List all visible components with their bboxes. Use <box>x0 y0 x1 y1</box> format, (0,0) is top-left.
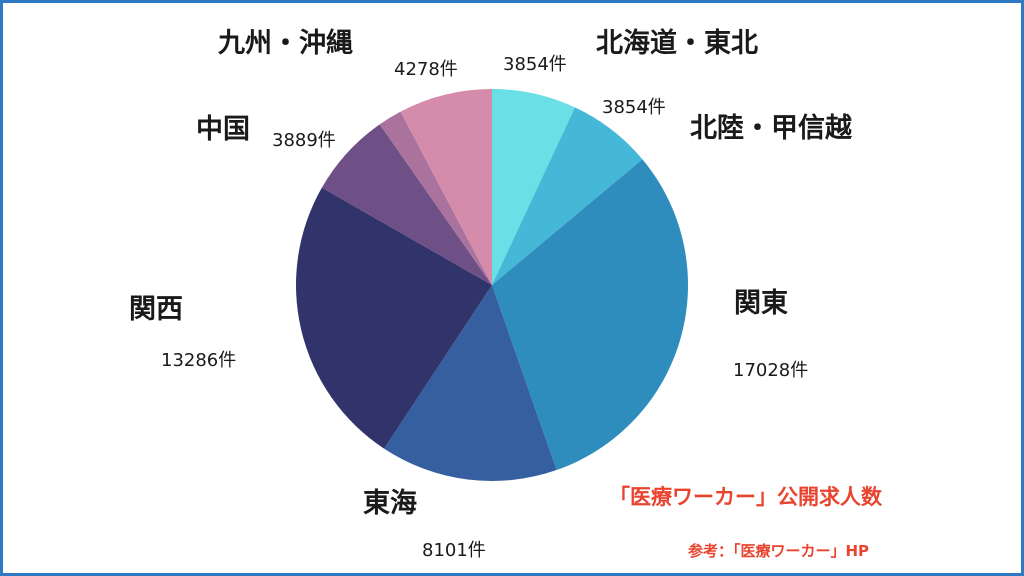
pie-slices <box>296 89 688 481</box>
region-label-hokkaido-tohoku: 北海道・東北 <box>596 27 758 59</box>
count-label-kanto: 17028件 <box>733 360 808 381</box>
count-label-hokuriku-koshinetsu: 3854件 <box>602 97 666 118</box>
region-label-chugoku: 中国 <box>196 114 250 145</box>
count-label-kansai: 13286件 <box>161 350 236 371</box>
region-label-kyushu-okinawa: 九州・沖縄 <box>218 28 353 59</box>
region-label-kanto: 関東 <box>734 288 788 319</box>
region-label-hokuriku-koshinetsu: 北陸・甲信越 <box>690 113 853 144</box>
source-note: 参考：「医療ワーカー」HP <box>688 542 869 560</box>
region-label-kansai: 関西 <box>129 294 183 325</box>
pie-slice-3 <box>384 285 557 481</box>
count-label-tokai: 8101件 <box>422 540 486 561</box>
count-label-hokkaido-tohoku: 3854件 <box>503 54 567 75</box>
pie-slice-2 <box>492 159 688 471</box>
pie-slice-1 <box>492 107 643 286</box>
pie-slice-0 <box>492 89 575 285</box>
count-label-4278: 4278件 <box>394 59 458 80</box>
count-label-chugoku: 3889件 <box>272 130 336 151</box>
pie-slice-5 <box>321 124 492 285</box>
pie-slice-4 <box>296 187 492 449</box>
region-label-tokai: 東海 <box>363 488 417 519</box>
pie-slice-7 <box>400 89 492 285</box>
pie-slice-6 <box>379 111 492 285</box>
chart-caption: 「医療ワーカー」公開求人数 <box>609 485 883 509</box>
